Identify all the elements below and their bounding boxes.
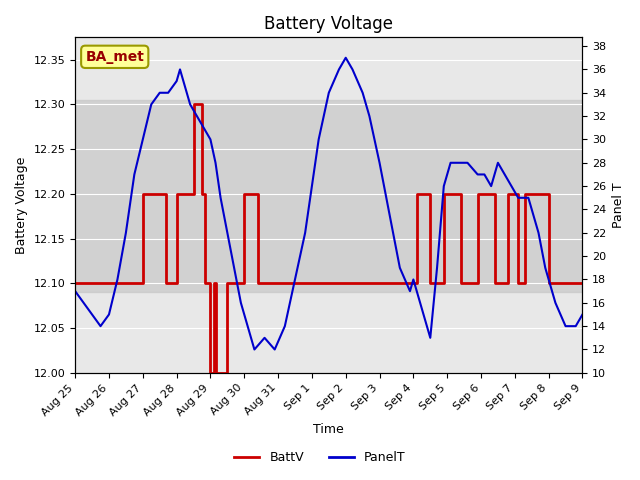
PanelT [342, 55, 349, 60]
PanelT [113, 276, 121, 282]
PanelT [383, 195, 390, 201]
Legend: BattV, PanelT: BattV, PanelT [229, 446, 411, 469]
Y-axis label: Panel T: Panel T [612, 182, 625, 228]
BattV [189, 102, 197, 108]
BattV [71, 280, 79, 286]
BattV [325, 280, 333, 286]
PanelT [463, 160, 471, 166]
Y-axis label: Battery Voltage: Battery Voltage [15, 156, 28, 254]
BattV [440, 280, 447, 286]
BattV [163, 280, 170, 286]
BattV [579, 280, 586, 286]
Title: Battery Voltage: Battery Voltage [264, 15, 394, 33]
PanelT [572, 323, 580, 329]
BattV [426, 191, 434, 197]
PanelT [579, 312, 586, 317]
PanelT [71, 288, 79, 294]
Line: BattV: BattV [75, 105, 582, 373]
X-axis label: Time: Time [314, 423, 344, 436]
Line: PanelT: PanelT [75, 58, 582, 349]
PanelT [164, 90, 172, 96]
PanelT [251, 347, 259, 352]
Text: BA_met: BA_met [85, 50, 144, 64]
BattV [396, 280, 404, 286]
BattV [207, 370, 214, 376]
PanelT [176, 67, 184, 72]
BattV [223, 280, 231, 286]
Bar [75, 100, 582, 292]
